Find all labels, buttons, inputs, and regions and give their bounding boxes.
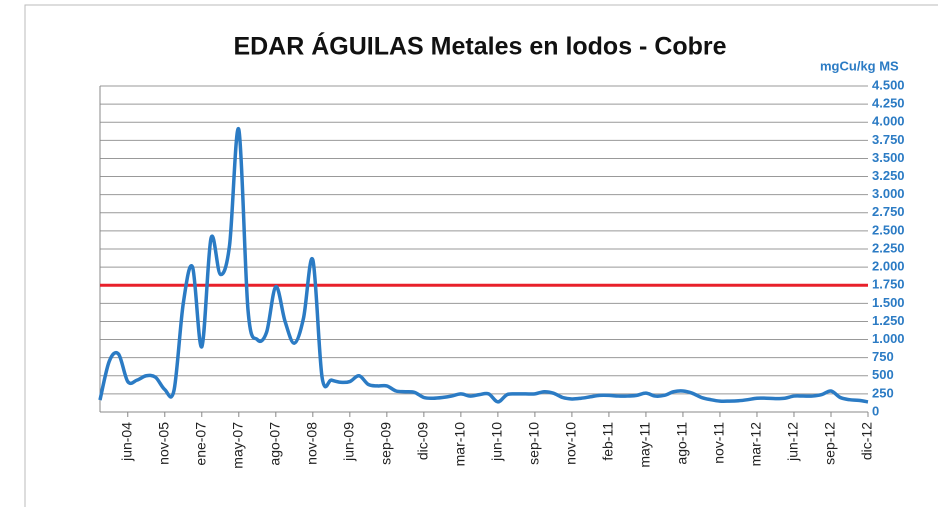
x-tick-label: sep-09	[378, 422, 394, 465]
x-tick-label: jun-09	[341, 422, 357, 462]
x-tick-label: dic-09	[415, 422, 431, 460]
y-tick-label: 3.250	[872, 168, 905, 183]
y-tick-label: 3.000	[872, 186, 905, 201]
x-tick-label: jun-10	[489, 422, 505, 462]
y-tick-label: 4.500	[872, 77, 905, 92]
y-tick-label: 4.250	[872, 96, 905, 111]
x-tick-label: sep-10	[526, 422, 542, 465]
x-tick-label: jun-12	[785, 422, 801, 462]
y-tick-label: 2.750	[872, 204, 905, 219]
y-tick-label: 750	[872, 349, 894, 364]
x-tick-label: nov-11	[711, 422, 727, 464]
x-tick-label: jun-04	[118, 422, 134, 462]
y-tick-label: 4.000	[872, 114, 905, 129]
y-tick-label: 1.000	[872, 331, 905, 346]
x-tick-label: may-11	[637, 422, 653, 468]
chart-title: EDAR ÁGUILAS Metales en lodos - Cobre	[233, 32, 726, 61]
y-tick-label: 250	[872, 385, 894, 400]
y-tick-label: 2.000	[872, 259, 905, 274]
y-tick-label: 500	[872, 367, 894, 382]
y-tick-label: 0	[872, 403, 879, 418]
x-tick-label: dic-12	[859, 422, 875, 460]
x-tick-label: sep-12	[822, 422, 838, 465]
chart-frame	[24, 4, 938, 507]
x-tick-label: mar-10	[452, 422, 468, 467]
x-tick-label: may-07	[229, 422, 245, 469]
y-tick-label: 3.750	[872, 132, 905, 147]
y-tick-label: 1.500	[872, 295, 905, 310]
x-tick-label: nov-10	[563, 422, 579, 465]
axis-label: mgCu/kg MS	[820, 58, 899, 73]
x-tick-label: ene-07	[192, 422, 208, 466]
y-tick-label: 3.500	[872, 150, 905, 165]
x-tick-label: feb-11	[600, 422, 616, 461]
y-tick-label: 2.250	[872, 240, 905, 255]
x-tick-label: nov-05	[155, 422, 171, 465]
data-line	[98, 127, 869, 404]
y-tick-label: 2.500	[872, 222, 905, 237]
x-tick-label: ago-11	[674, 422, 690, 465]
y-tick-label: 1.750	[872, 277, 905, 292]
x-tick-label: mar-12	[748, 422, 764, 467]
y-tick-label: 1.250	[872, 313, 905, 328]
x-tick-label: nov-08	[304, 422, 320, 465]
x-tick-label: ago-07	[267, 422, 283, 466]
